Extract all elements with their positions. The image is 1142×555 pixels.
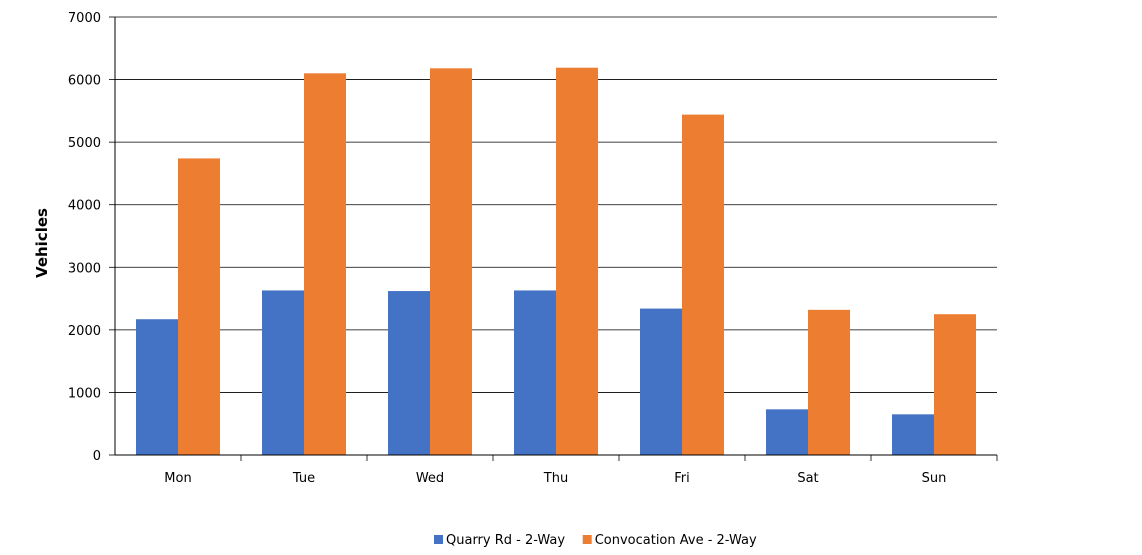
axes xyxy=(109,16,998,461)
bar-fri-series-1 xyxy=(640,308,682,455)
legend-label-series-2: Convocation Ave - 2-Way xyxy=(595,533,757,548)
bar-thu-series-1 xyxy=(514,290,556,455)
bar-sun-series-1 xyxy=(892,414,934,455)
x-tick-label-tue: Tue xyxy=(292,471,315,486)
x-tick-label-sat: Sat xyxy=(797,471,818,486)
legend-label-series-1: Quarry Rd - 2-Way xyxy=(446,533,565,548)
x-tick-label-fri: Fri xyxy=(674,471,690,486)
y-tick-label: 0 xyxy=(93,449,101,464)
x-tick-label-thu: Thu xyxy=(543,471,568,486)
y-tick-label: 1000 xyxy=(68,386,101,401)
bar-sat-series-1 xyxy=(766,409,808,455)
bar-thu-series-2 xyxy=(556,67,598,455)
x-tick-label-sun: Sun xyxy=(922,471,947,486)
bar-tue-series-2 xyxy=(304,73,346,456)
y-tick-label: 5000 xyxy=(68,136,101,151)
y-tick-label: 4000 xyxy=(68,199,101,214)
bar-sat-series-2 xyxy=(808,309,850,455)
legend-swatch-series-2 xyxy=(582,535,592,544)
bar-fri-series-2 xyxy=(682,114,724,456)
bar-wed-series-1 xyxy=(388,291,430,455)
bar-sun-series-2 xyxy=(934,314,976,455)
y-tick-label: 3000 xyxy=(68,261,101,276)
bar-wed-series-2 xyxy=(430,68,472,456)
y-tick-label: 7000 xyxy=(68,11,101,26)
tick-labels: 0 1000 2000 3000 4000 5000 6000 7000 Mon Tue Wed Th… xyxy=(68,11,946,486)
y-axis-title: Vehicles xyxy=(33,208,51,278)
y-tick-label: 2000 xyxy=(68,324,101,339)
bar-mon-series-2 xyxy=(178,158,220,455)
bar-tue-series-1 xyxy=(262,290,304,455)
bars xyxy=(136,67,976,456)
y-tick-label: 6000 xyxy=(68,74,101,89)
x-tick-label-wed: Wed xyxy=(416,471,444,486)
bar-mon-series-1 xyxy=(136,319,178,455)
legend: Quarry Rd - 2-Way Convocation Ave - 2-Way xyxy=(434,533,757,548)
legend-swatch-series-1 xyxy=(434,535,443,544)
x-tick-label-mon: Mon xyxy=(164,471,191,486)
